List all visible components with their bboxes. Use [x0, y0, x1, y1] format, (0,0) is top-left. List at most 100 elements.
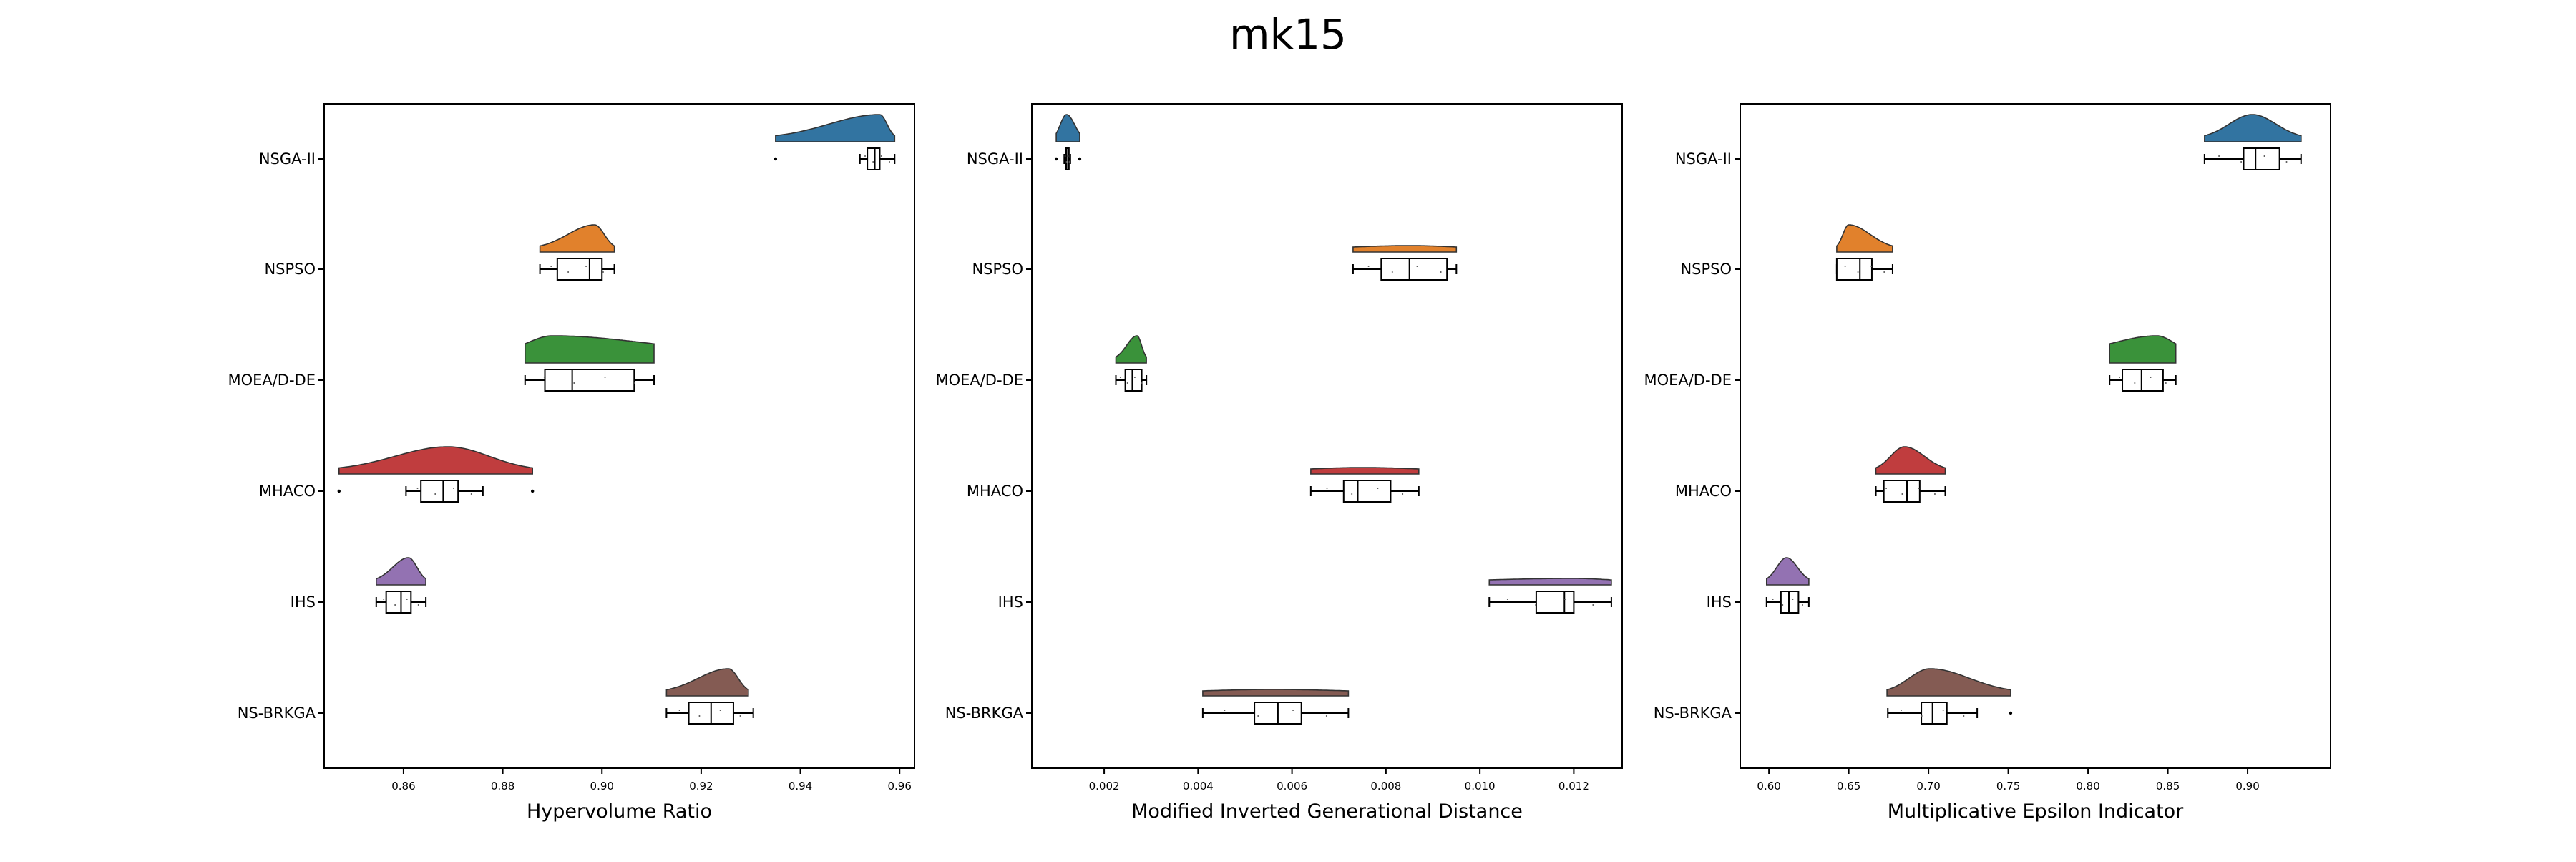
- kde-cloud: [539, 224, 615, 253]
- jitter-point: [1870, 266, 1873, 267]
- y-category-label: MOEA/D-DE: [935, 372, 1023, 389]
- jitter-point: [604, 377, 606, 378]
- jitter-point: [543, 377, 545, 378]
- series-6: [1201, 689, 1350, 725]
- x-tick-label: 0.96: [887, 780, 911, 793]
- kde-cloud: [338, 446, 533, 475]
- jitter-point: [1326, 488, 1328, 489]
- series-5: [1765, 557, 1810, 614]
- kde-cloud: [1202, 689, 1350, 697]
- jitter-point: [602, 271, 604, 273]
- iqr-box: [1835, 258, 1873, 281]
- jitter-point: [2285, 161, 2288, 163]
- jitter-point: [1885, 488, 1888, 489]
- series-1: [1054, 114, 1082, 170]
- series-4: [1309, 467, 1420, 503]
- y-category-label: MHACO: [1675, 483, 1732, 500]
- jitter-point: [1592, 604, 1594, 606]
- jitter-point: [1351, 493, 1353, 495]
- jitter-point: [1224, 710, 1226, 711]
- jitter-point: [2240, 161, 2243, 163]
- y-category-label: MOEA/D-DE: [1644, 372, 1732, 389]
- series-5: [1488, 578, 1612, 614]
- kde-cloud: [2109, 335, 2177, 364]
- subplot-3: 0.60 0.65 0.70 0.75 0.80 0.85 0.90 Multiplicati…: [1644, 103, 2331, 823]
- kde-cloud: [1886, 668, 2011, 697]
- kde-cloud: [1352, 245, 1458, 253]
- jitter-point: [585, 266, 587, 267]
- jitter-point: [2218, 155, 2220, 157]
- jitter-point: [1918, 488, 1920, 489]
- series-4: [337, 446, 535, 503]
- jitter-point: [1844, 266, 1846, 267]
- x-tick-label: 0.60: [1757, 780, 1780, 793]
- jitter-point: [1141, 382, 1143, 384]
- jitter-point: [1933, 493, 1936, 495]
- x-tick-label: 0.86: [391, 780, 415, 793]
- series-3: [2109, 335, 2177, 392]
- series-3: [524, 335, 655, 392]
- kde-cloud: [524, 335, 655, 364]
- x-tick-label: 0.85: [2156, 780, 2180, 793]
- outlier-point: [530, 489, 535, 493]
- kde-cloud: [665, 668, 749, 697]
- series-2: [1835, 224, 1893, 281]
- axes-frame: [1031, 103, 1623, 769]
- jitter-point: [1802, 604, 1804, 606]
- jitter-point: [416, 488, 419, 489]
- x-tick-label: 0.90: [590, 780, 614, 793]
- series-3: [1115, 335, 1148, 392]
- jitter-point: [550, 266, 552, 267]
- outlier-point: [2009, 711, 2013, 715]
- y-category-label: NSPSO: [972, 261, 1023, 278]
- kde-cloud: [1055, 114, 1080, 142]
- kde-cloud: [2204, 114, 2302, 142]
- jitter-point: [1440, 271, 1442, 273]
- x-tick-label: 0.75: [1996, 780, 2020, 793]
- series-4: [1875, 446, 1946, 503]
- jitter-point: [470, 493, 472, 495]
- jitter-point: [633, 382, 635, 384]
- jitter-point: [406, 599, 408, 600]
- x-tick-label: 0.92: [689, 780, 713, 793]
- kde-cloud: [1115, 335, 1147, 364]
- jitter-point: [2134, 382, 2136, 384]
- jitter-point: [739, 715, 741, 717]
- y-category-label: MHACO: [967, 483, 1023, 500]
- jitter-point: [1782, 604, 1784, 606]
- jitter-point: [383, 599, 385, 600]
- kde-cloud: [1488, 578, 1612, 586]
- y-category-label: MOEA/D-DE: [228, 372, 316, 389]
- y-category-label: NSGA-II: [259, 150, 316, 168]
- jitter-point: [2119, 377, 2121, 378]
- jitter-point: [872, 161, 874, 163]
- jitter-point: [1119, 377, 1121, 378]
- subplot-2: 0.002 0.004 0.006 0.008 0.010 0.012 Modified I…: [935, 103, 1623, 823]
- jitter-point: [1126, 382, 1128, 384]
- outlier-point: [1054, 157, 1058, 161]
- jitter-point: [1391, 271, 1393, 273]
- jitter-point: [1067, 155, 1069, 157]
- iqr-box: [1342, 480, 1392, 503]
- iqr-box: [544, 369, 635, 392]
- jitter-point: [1065, 161, 1068, 163]
- x-axis-title: Hypervolume Ratio: [527, 800, 712, 823]
- jitter-point: [417, 604, 419, 606]
- x-axis-title: Modified Inverted Generational Distance: [1131, 800, 1523, 823]
- jitter-point: [1292, 710, 1294, 711]
- jitter-point: [1772, 599, 1774, 600]
- iqr-box: [420, 480, 459, 503]
- x-tick-label: 0.90: [2235, 780, 2259, 793]
- series-5: [375, 557, 427, 614]
- x-tick-label: 0.65: [1837, 780, 1860, 793]
- jitter-point: [1068, 161, 1070, 163]
- kde-cloud: [1310, 467, 1420, 475]
- axes-frame: [323, 103, 915, 769]
- iqr-box: [385, 591, 412, 614]
- y-category-label: NS-BRKGA: [238, 704, 316, 722]
- outlier-point: [774, 157, 778, 161]
- jitter-point: [1506, 599, 1508, 600]
- jitter-point: [1535, 604, 1537, 606]
- iqr-box: [1921, 702, 1948, 725]
